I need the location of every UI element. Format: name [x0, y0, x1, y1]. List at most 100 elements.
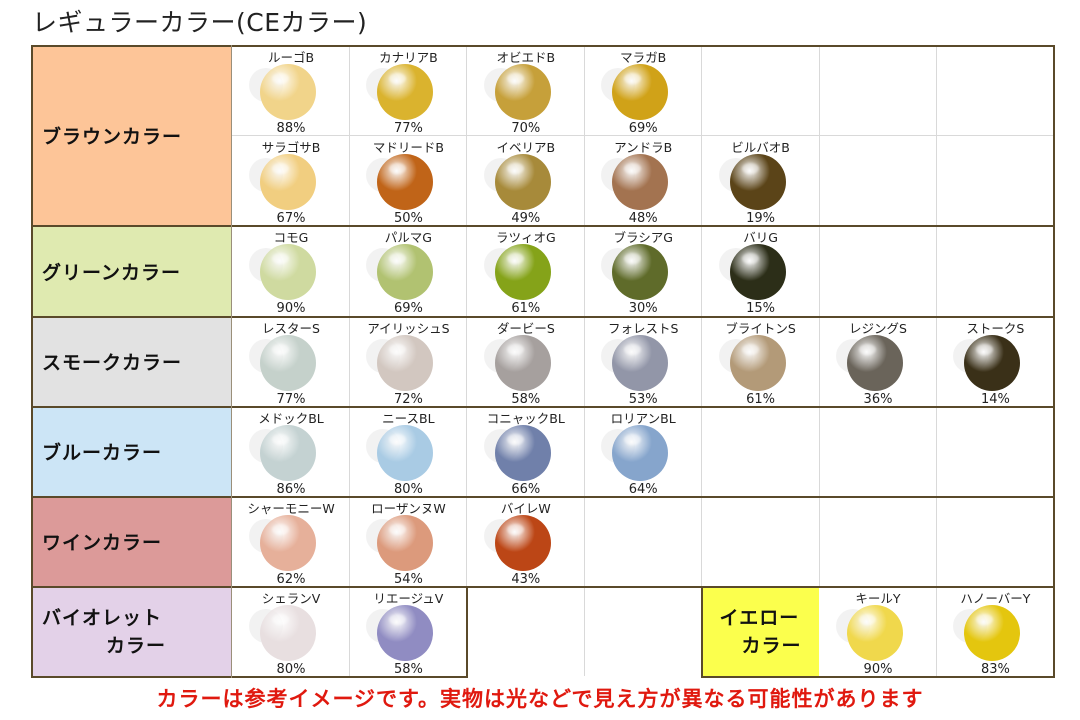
border-line [1053, 45, 1055, 678]
lens-name: シャーモニーW [247, 501, 335, 516]
lens-color-circle [377, 64, 434, 120]
category-yellow: イエロー カラー [702, 587, 819, 676]
category-green: グリーンカラー [32, 226, 232, 316]
category-green-label: グリーンカラー [42, 261, 182, 284]
lens-name: ローザンヌW [371, 501, 446, 516]
lens-color-circle [964, 335, 1021, 391]
lens-color-circle [612, 335, 669, 391]
lens-swatch: レジングS 36% [819, 317, 937, 407]
lens-color-circle [847, 605, 903, 661]
lens-name: レスターS [262, 321, 320, 336]
border-line [31, 316, 1055, 318]
lens-swatch: サラゴサB 67% [232, 136, 350, 226]
lens-swatch: コニャックBL 66% [467, 407, 585, 497]
lens-color-circle [964, 605, 1021, 661]
lens-visible-light-transmission: 72% [393, 392, 423, 407]
lens-swatch: シェランV 80% [232, 587, 350, 677]
lens-swatch: マラガB 69% [584, 46, 702, 136]
lens-color-circle [377, 154, 434, 210]
lens-color-circle [612, 64, 669, 120]
lens-name: ニースBL [382, 411, 435, 426]
lens-color-circle [612, 244, 669, 300]
lens-color-circle [377, 244, 434, 300]
lens-swatch: イベリアB 49% [467, 136, 585, 226]
lens-swatch: アイリッシュS 72% [349, 317, 467, 407]
lens-name: ダービーS [496, 321, 555, 336]
disclaimer-note: カラーは参考イメージです。実物は光などで見え方が異なる可能性があります [156, 687, 924, 711]
lens-name: サラゴサB [261, 140, 321, 155]
lens-name: アイリッシュS [367, 321, 450, 336]
lens-visible-light-transmission: 70% [511, 121, 541, 136]
lens-color-circle [494, 515, 551, 571]
lens-visible-light-transmission: 66% [511, 482, 541, 497]
lens-swatch: バリG 15% [702, 226, 820, 316]
lens-swatch: レスターS 77% [232, 317, 350, 407]
lens-visible-light-transmission: 48% [628, 211, 658, 226]
border-line [31, 45, 33, 678]
border-line [31, 676, 467, 678]
lens-visible-light-transmission: 88% [276, 121, 306, 136]
lens-color-circle [260, 64, 316, 120]
lens-color-circle [494, 154, 551, 210]
lens-name: マドリードB [372, 140, 444, 155]
lens-swatch: フォレストS 53% [584, 317, 702, 407]
lens-color-circle [260, 154, 316, 210]
border-line [31, 496, 1055, 498]
lens-color-circle [729, 335, 786, 391]
lens-visible-light-transmission: 86% [276, 482, 306, 497]
lens-name: パルマG [384, 230, 432, 245]
lens-color-circle [494, 425, 551, 481]
lens-swatch: ロリアンBL 64% [584, 407, 702, 497]
lens-swatch: キールY 90% [819, 587, 937, 677]
grid-line [936, 46, 937, 676]
lens-color-circle [612, 154, 669, 210]
lens-name: マラガB [620, 50, 667, 65]
lens-name: コニャックBL [486, 411, 565, 426]
lens-visible-light-transmission: 15% [746, 301, 776, 316]
border-line [701, 587, 703, 678]
lens-color-circle [494, 64, 551, 120]
category-brown: ブラウンカラー [32, 46, 232, 225]
lens-name: ブラシアG [613, 230, 673, 245]
border-line [31, 45, 1055, 47]
lens-visible-light-transmission: 58% [511, 392, 541, 407]
lens-swatch: パルマG 69% [349, 226, 467, 316]
category-violet: バイオレット カラー [32, 587, 232, 676]
lens-name: イベリアB [496, 140, 556, 155]
lens-swatch: ラツィオG 61% [467, 226, 585, 316]
category-wine-label: ワインカラー [42, 532, 163, 554]
lens-visible-light-transmission: 58% [393, 662, 423, 677]
lens-swatch: マドリードB 50% [349, 136, 467, 226]
lens-color-circle [260, 425, 316, 481]
lens-name: コモG [273, 230, 309, 245]
lens-name: リエージュV [373, 591, 444, 606]
lens-visible-light-transmission: 43% [511, 572, 541, 587]
category-smoke: スモークカラー [32, 317, 232, 406]
lens-name: キールY [855, 591, 901, 606]
category-blue-label: ブルーカラー [42, 442, 163, 464]
lens-visible-light-transmission: 19% [746, 211, 776, 226]
lens-swatch: シャーモニーW 62% [232, 497, 350, 587]
lens-color-circle [260, 515, 316, 571]
lens-swatch: カナリアB 77% [349, 46, 467, 136]
lens-visible-light-transmission: 90% [276, 301, 306, 316]
border-line [701, 676, 1055, 678]
lens-swatch: ストークS 14% [936, 317, 1054, 407]
lens-visible-light-transmission: 53% [628, 392, 658, 407]
lens-visible-light-transmission: 61% [746, 392, 776, 407]
lens-name: ロリアンBL [610, 411, 676, 426]
category-yellow-label-line2: カラー [741, 634, 802, 657]
lens-swatch: メドックBL 86% [232, 407, 350, 497]
lens-color-circle [847, 335, 903, 391]
lens-visible-light-transmission: 49% [511, 211, 541, 226]
lens-visible-light-transmission: 69% [628, 121, 658, 136]
lens-name: バリG [743, 230, 778, 245]
lens-color-circle [377, 425, 434, 481]
lens-color-circle [377, 335, 434, 391]
category-blue: ブルーカラー [32, 407, 232, 496]
lens-color-circle [260, 244, 316, 300]
lens-name: フォレストS [607, 321, 679, 336]
lens-name: シェランV [261, 591, 321, 606]
lens-visible-light-transmission: 54% [393, 572, 423, 587]
